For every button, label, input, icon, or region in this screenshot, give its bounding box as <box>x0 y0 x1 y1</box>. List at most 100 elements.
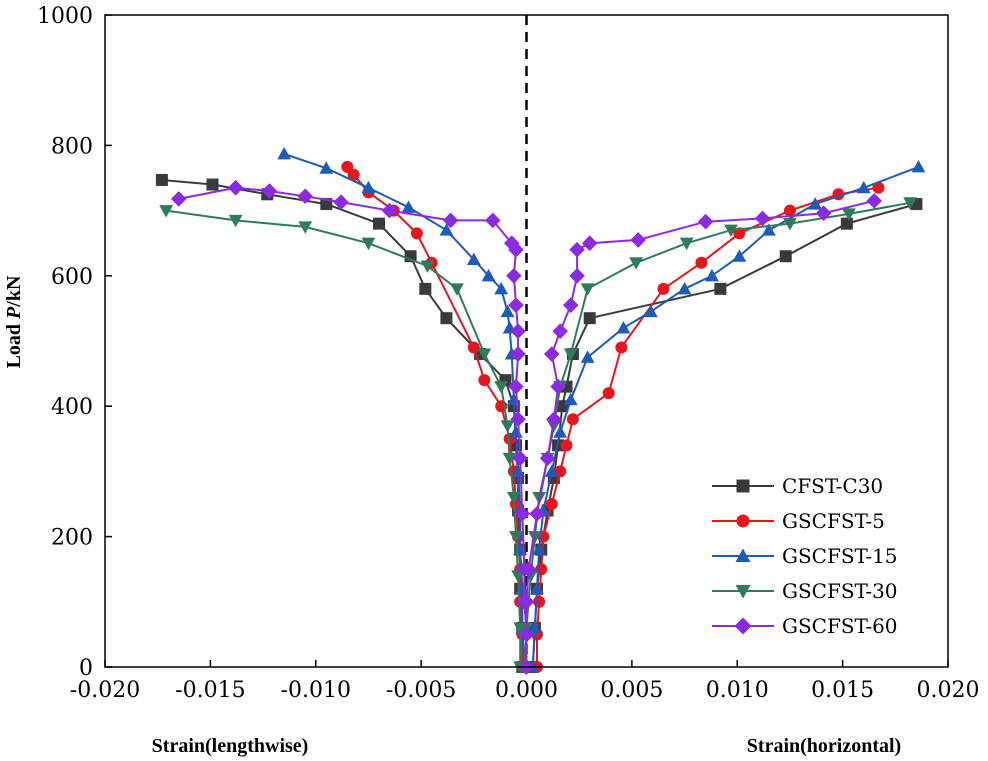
y-axis-label-variable: P <box>3 306 25 320</box>
data-point <box>466 252 481 266</box>
data-point <box>643 304 658 318</box>
data-point <box>502 452 517 466</box>
data-point <box>872 181 885 194</box>
data-point <box>159 205 174 218</box>
series-line-left <box>178 186 528 667</box>
data-point <box>808 197 823 210</box>
data-point <box>261 183 278 199</box>
series-line-right <box>523 201 911 668</box>
legend-label: GSCFST-5 <box>782 509 885 533</box>
data-point <box>528 531 542 544</box>
data-point <box>372 217 385 230</box>
data-point <box>509 531 523 544</box>
series-layer <box>155 146 926 675</box>
data-point <box>533 595 546 608</box>
legend-label: CFST-C30 <box>782 474 883 498</box>
y-axis-label-suffix: /kN <box>3 275 25 308</box>
data-point <box>503 235 520 251</box>
y-tick-label: 0 <box>79 656 93 681</box>
data-point <box>206 178 219 191</box>
legend-label: GSCFST-60 <box>782 614 898 638</box>
legend-marker <box>734 617 752 635</box>
x-tick-label: -0.010 <box>281 678 351 703</box>
data-point <box>856 180 871 194</box>
data-point <box>277 146 292 160</box>
legend-marker <box>736 514 750 528</box>
data-point <box>500 420 515 433</box>
data-point <box>410 227 423 240</box>
data-point <box>815 205 832 222</box>
data-point <box>341 160 354 173</box>
data-point <box>697 213 714 230</box>
legend-item: CFST-C30 <box>712 474 883 498</box>
data-point <box>477 348 492 361</box>
data-point <box>754 210 771 227</box>
data-point <box>512 450 528 467</box>
data-point <box>530 581 544 595</box>
data-point <box>420 260 435 273</box>
data-point <box>518 626 535 643</box>
data-point <box>714 282 727 295</box>
data-point <box>695 256 708 269</box>
data-point <box>543 346 560 362</box>
series-gscfst-60 <box>170 179 883 675</box>
data-point <box>528 620 542 634</box>
data-point <box>842 208 856 221</box>
data-point <box>583 312 596 325</box>
data-point <box>494 281 509 295</box>
data-point <box>840 217 853 230</box>
data-point <box>510 323 526 340</box>
data-point <box>333 194 349 210</box>
legend-label: GSCFST-30 <box>782 579 898 603</box>
data-point <box>510 411 526 428</box>
x-tick-label: 0.005 <box>600 678 663 703</box>
data-point <box>761 223 776 236</box>
data-point <box>903 197 917 210</box>
y-axis-label-prefix: Load <box>3 319 25 368</box>
data-point <box>419 282 432 295</box>
data-point <box>552 323 569 340</box>
data-point <box>508 241 524 258</box>
data-point <box>508 297 524 313</box>
data-point <box>679 237 694 251</box>
data-point <box>401 200 416 213</box>
x-tick-label: 0.015 <box>811 678 874 703</box>
data-point <box>506 268 522 284</box>
data-point <box>510 346 526 362</box>
data-point <box>732 249 747 262</box>
x-tick-labels: -0.020 -0.015 -0.010 -0.005 0.000 0.005 0.010 0… <box>70 678 980 703</box>
data-point <box>361 180 376 194</box>
x-axis-label-right: Strain(horizontal) <box>747 735 901 757</box>
legend: CFST-C30 GSCFST-5 GSCFST-15 GSCFST-30 GSCFST… <box>712 474 898 638</box>
data-point <box>560 439 573 452</box>
y-axis-label: Load P/kN <box>3 275 25 368</box>
data-point <box>569 241 585 258</box>
data-point <box>228 214 243 228</box>
data-point <box>467 341 480 354</box>
data-point <box>783 218 797 231</box>
data-point <box>677 281 692 295</box>
data-point <box>529 505 545 522</box>
data-point <box>361 237 376 251</box>
series-line-left <box>346 166 524 667</box>
legend-label: GSCFST-15 <box>782 544 898 568</box>
data-point <box>532 542 547 556</box>
x-axis-label-left: Strain(lengthwise) <box>152 735 309 757</box>
data-point <box>779 250 792 263</box>
series-line-left <box>165 209 522 667</box>
data-point <box>563 348 578 361</box>
y-tick-label: 800 <box>51 134 93 159</box>
data-point <box>545 498 558 510</box>
data-point <box>297 188 314 205</box>
y-tick-label: 200 <box>51 526 93 551</box>
data-point <box>500 304 515 318</box>
data-point <box>581 235 598 251</box>
series-gscfst-30 <box>159 197 917 674</box>
data-point <box>508 378 524 395</box>
data-point <box>484 212 501 229</box>
data-point <box>580 350 595 363</box>
x-tick-label: 0.000 <box>495 678 558 703</box>
data-point <box>155 173 168 186</box>
data-point <box>518 594 535 610</box>
